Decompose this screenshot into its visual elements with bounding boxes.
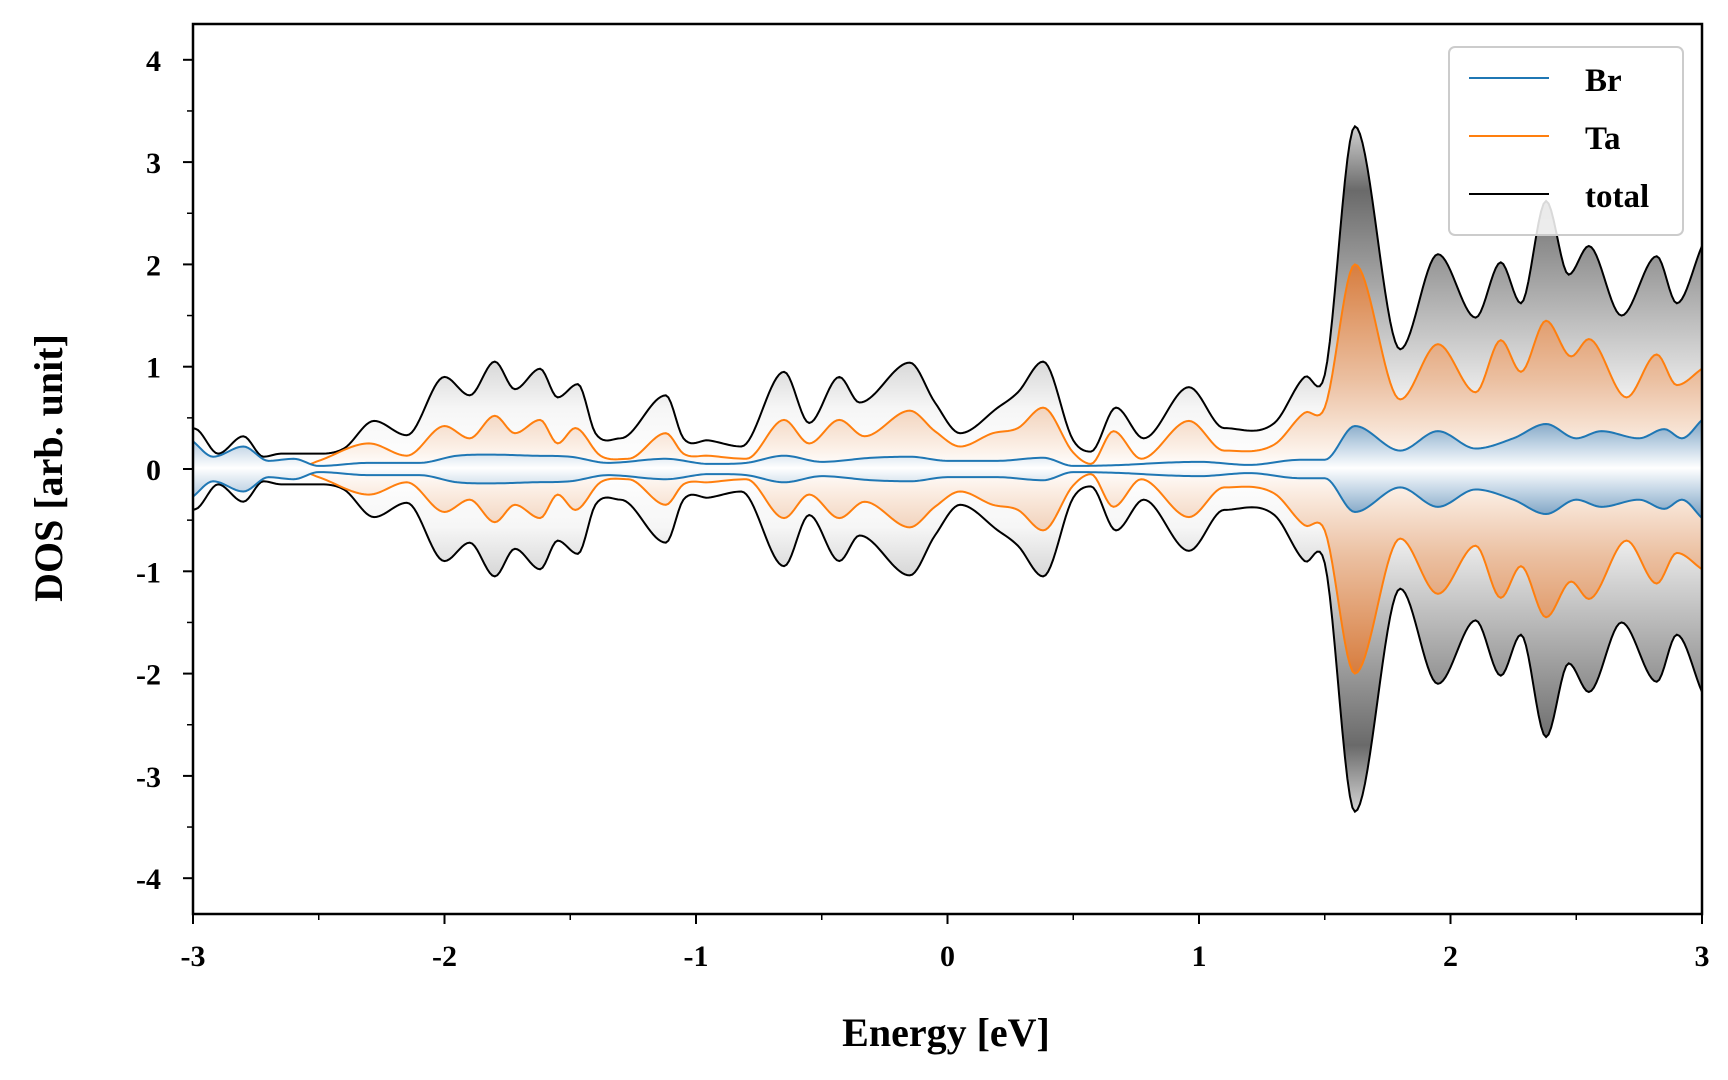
y-tick-label: -2 [136, 659, 161, 692]
y-tick-label: 3 [146, 147, 161, 180]
x-tick-label: 0 [940, 940, 955, 973]
y-tick-label: -1 [136, 556, 161, 589]
x-tick-label: -2 [432, 940, 457, 973]
y-tick-label: -3 [136, 761, 161, 794]
x-tick-label: 3 [1695, 940, 1710, 973]
series-line-br-negative [192, 471, 1702, 519]
y-tick-label: 1 [146, 352, 161, 385]
series-line-total-negative [192, 480, 1702, 814]
x-tick-label: -1 [684, 940, 709, 973]
y-tick-label: 4 [146, 45, 161, 78]
x-axis-title: Energy [eV] [842, 1010, 1050, 1055]
legend: Br Ta total [1448, 46, 1684, 236]
x-tick-label: 2 [1443, 940, 1458, 973]
legend-label-ta: Ta [1585, 121, 1620, 157]
legend-label-br: Br [1585, 63, 1622, 99]
legend-frame [1448, 46, 1684, 236]
series-group [192, 124, 1702, 814]
legend-label-total: total [1585, 179, 1649, 215]
y-axis-title: DOS [arb. unit] [26, 334, 71, 602]
series-line-ta-negative [193, 468, 1702, 675]
series-fill-br [193, 419, 1702, 519]
y-tick-label: 0 [146, 454, 161, 487]
series-line-br-positive [192, 419, 1702, 467]
axes: -3 -2 -1 0 1 2 3 -4 -3 -2 -1 0 1 2 3 4 [136, 22, 1710, 973]
y-tick-label: 2 [146, 249, 161, 282]
y-tick-label: -4 [136, 863, 161, 896]
series-line-total-positive [192, 124, 1702, 458]
x-tick-label: -3 [181, 940, 206, 973]
plot-area [192, 124, 1702, 814]
x-tick-label: 1 [1192, 940, 1207, 973]
series-line-ta-positive [193, 263, 1702, 470]
